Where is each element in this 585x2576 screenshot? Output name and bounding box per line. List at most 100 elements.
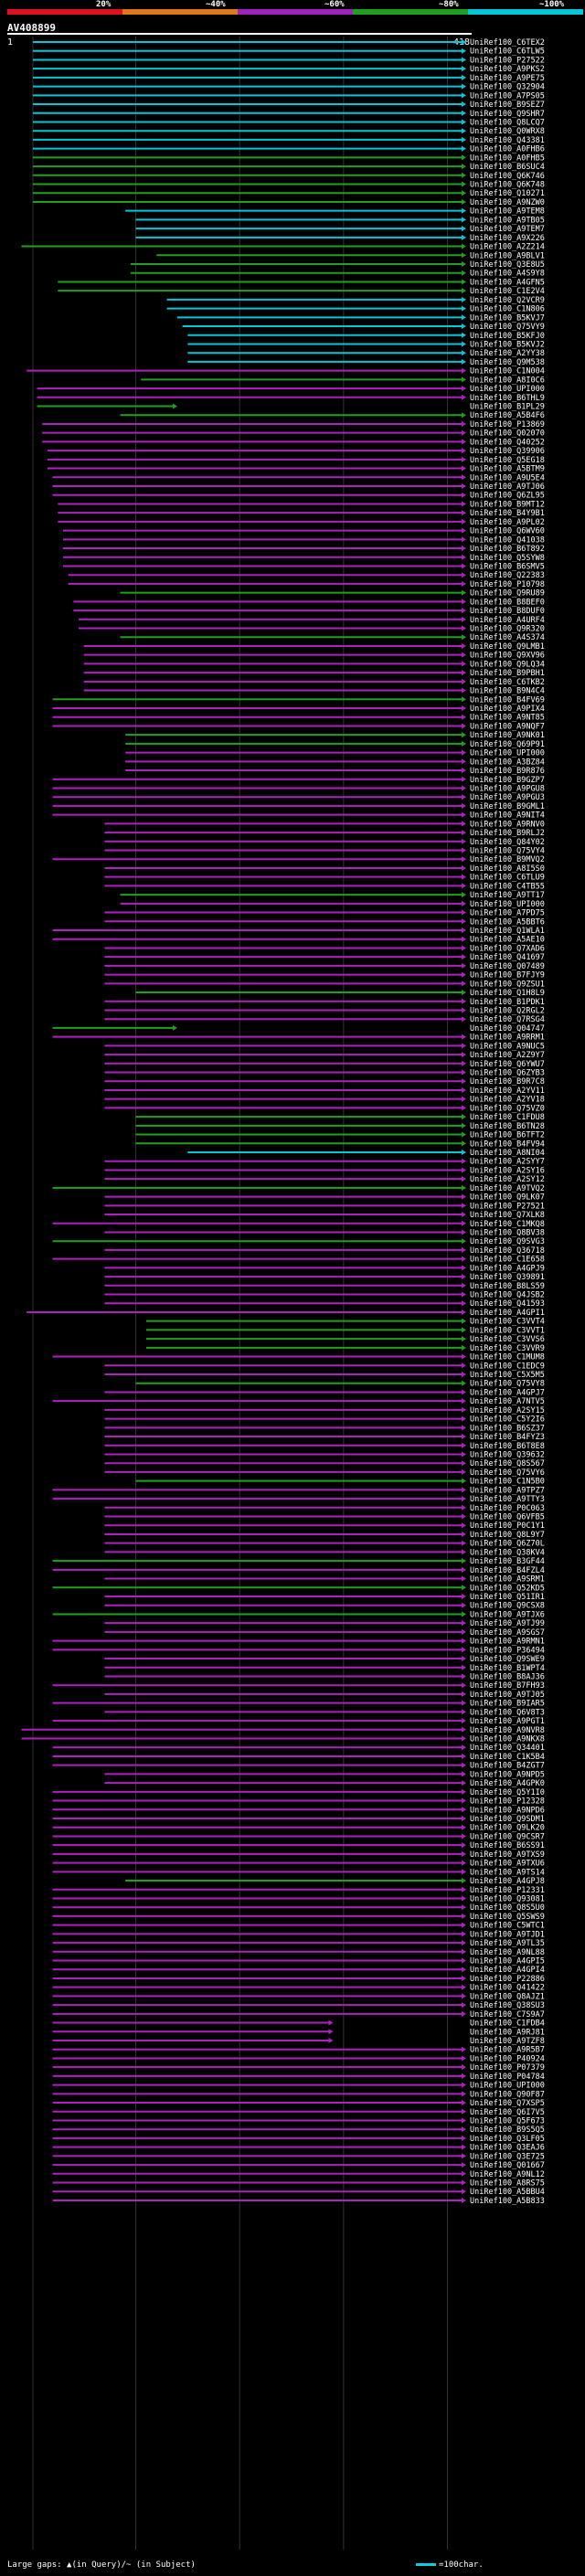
hit-label[interactable]: UniRef100_A5BTM9 [470, 465, 545, 474]
hit-label[interactable]: UniRef100_Q9SHR7 [470, 110, 545, 119]
hit-label[interactable]: UniRef100_A9NUC5 [470, 1042, 545, 1051]
hit-label[interactable]: UniRef100_B8BEF0 [470, 598, 545, 607]
hit-label[interactable]: UniRef100_B8AJ36 [470, 1672, 545, 1681]
hit-label[interactable]: UniRef100_Q5SWS9 [470, 1913, 545, 1922]
hit-label[interactable]: UniRef100_Q6VFB5 [470, 1513, 545, 1522]
hit-label[interactable]: UniRef100_B9PBH1 [470, 669, 545, 678]
hit-label[interactable]: UniRef100_B9RLJ2 [470, 829, 545, 838]
hit-label[interactable]: UniRef100_A4GPJ8 [470, 1877, 545, 1886]
hit-label[interactable]: UniRef100_B9SEZ7 [470, 101, 545, 110]
hit-label[interactable]: UniRef100_Q93081 [470, 1894, 545, 1903]
hit-label[interactable]: UniRef100_A9RRM1 [470, 1034, 545, 1043]
hit-label[interactable]: UniRef100_B5KVJ2 [470, 340, 545, 349]
hit-label[interactable]: UniRef100_Q40252 [470, 438, 545, 447]
hit-label[interactable]: UniRef100_B9MT12 [470, 500, 545, 509]
hit-label[interactable]: UniRef100_Q90F87 [470, 2090, 545, 2099]
hit-label[interactable]: UniRef100_C1MUM8 [470, 1353, 545, 1362]
hit-label[interactable]: UniRef100_B4FYZ3 [470, 1433, 545, 1442]
hit-label[interactable]: UniRef100_A5AE10 [470, 936, 545, 945]
hit-label[interactable]: UniRef100_Q6ZL95 [470, 492, 545, 501]
hit-label[interactable]: UniRef100_A2Z9Y7 [470, 1051, 545, 1060]
hit-label[interactable]: UniRef100_Q2VCR9 [470, 296, 545, 305]
hit-label[interactable]: UniRef100_Q9LQ34 [470, 660, 545, 669]
hit-label[interactable]: UniRef100_A9PGU8 [470, 784, 545, 793]
hit-label[interactable]: UniRef100_B9IAR5 [470, 1700, 545, 1709]
hit-label[interactable]: UniRef100_B6TN28 [470, 1122, 545, 1131]
hit-label[interactable]: UniRef100_B6T892 [470, 545, 545, 554]
hit-label[interactable]: UniRef100_Q3E8U5 [470, 260, 545, 270]
hit-label[interactable]: UniRef100_C1E658 [470, 1256, 545, 1265]
hit-label[interactable]: UniRef100_C1FDU8 [470, 1113, 545, 1122]
hit-label[interactable]: UniRef100_UPI000 [470, 749, 545, 758]
hit-label[interactable]: UniRef100_A9TL35 [470, 1939, 545, 1948]
hit-label[interactable]: UniRef100_Q51IR1 [470, 1593, 545, 1602]
hit-label[interactable]: UniRef100_A9NK01 [470, 731, 545, 740]
hit-label[interactable]: UniRef100_P22886 [470, 1975, 545, 1984]
hit-label[interactable]: UniRef100_Q8L9Y7 [470, 1531, 545, 1540]
hit-label[interactable]: UniRef100_A5B4F6 [470, 411, 545, 420]
hit-label[interactable]: UniRef100_Q36718 [470, 1246, 545, 1256]
hit-label[interactable]: UniRef100_B6SS91 [470, 1841, 545, 1850]
hit-label[interactable]: UniRef100_A9PGT1 [470, 1717, 545, 1726]
hit-label[interactable]: UniRef100_B7FH93 [470, 1681, 545, 1691]
hit-label[interactable]: UniRef100_A9NL12 [470, 2170, 545, 2179]
hit-label[interactable]: UniRef100_A9X226 [470, 234, 545, 243]
hit-label[interactable]: UniRef100_A9U5E4 [470, 473, 545, 482]
hit-label[interactable]: UniRef100_B1PL29 [470, 403, 545, 412]
hit-label[interactable]: UniRef100_Q02070 [470, 429, 545, 439]
hit-label[interactable]: UniRef100_Q6V8T3 [470, 1708, 545, 1717]
hit-label[interactable]: UniRef100_Q6Z70L [470, 1540, 545, 1549]
hit-label[interactable]: UniRef100_A8RS75 [470, 2179, 545, 2189]
hit-label[interactable]: UniRef100_B1PDK1 [470, 998, 545, 1007]
hit-label[interactable]: UniRef100_Q9RU89 [470, 589, 545, 599]
hit-label[interactable]: UniRef100_Q01667 [470, 2161, 545, 2170]
hit-label[interactable]: UniRef100_A9TEM7 [470, 225, 545, 234]
hit-label[interactable]: UniRef100_P10798 [470, 580, 545, 589]
hit-label[interactable]: UniRef100_Q1H8L9 [470, 989, 545, 998]
hit-label[interactable]: UniRef100_Q8AJZ1 [470, 1992, 545, 2001]
hit-label[interactable]: UniRef100_A9NPD6 [470, 1806, 545, 1815]
hit-label[interactable]: UniRef100_Q9SDM1 [470, 1815, 545, 1824]
hit-label[interactable]: UniRef100_P0C1Y1 [470, 1521, 545, 1531]
hit-label[interactable]: UniRef100_A4URF4 [470, 616, 545, 625]
hit-label[interactable]: UniRef100_Q41422 [470, 1984, 545, 1993]
hit-label[interactable]: UniRef100_Q34401 [470, 1744, 545, 1753]
hit-label[interactable]: UniRef100_B6SUC4 [470, 163, 545, 172]
hit-label[interactable]: UniRef100_Q7XAD6 [470, 944, 545, 953]
hit-label[interactable]: UniRef100_Q6ZYB3 [470, 1069, 545, 1078]
hit-label[interactable]: UniRef100_A9TB05 [470, 216, 545, 225]
hit-label[interactable]: UniRef100_B4FZL4 [470, 1566, 545, 1575]
hit-label[interactable]: UniRef100_B3GF44 [470, 1557, 545, 1566]
hit-label[interactable]: UniRef100_A3BZ84 [470, 758, 545, 767]
hit-label[interactable]: UniRef100_P36494 [470, 1646, 545, 1655]
hit-label[interactable]: UniRef100_B4FV69 [470, 695, 545, 705]
hit-label[interactable]: UniRef100_P0C063 [470, 1504, 545, 1513]
hit-label[interactable]: UniRef100_Q39906 [470, 447, 545, 456]
hit-label[interactable]: UniRef100_Q6YWU7 [470, 1060, 545, 1069]
hit-label[interactable]: UniRef100_Q9R320 [470, 625, 545, 634]
hit-label[interactable]: UniRef100_Q75VY6 [470, 1468, 545, 1478]
hit-label[interactable]: UniRef100_Q9LK07 [470, 1193, 545, 1203]
hit-label[interactable]: UniRef100_B5KVJ7 [470, 313, 545, 323]
hit-label[interactable]: UniRef100_B6TFT2 [470, 1131, 545, 1140]
hit-label[interactable]: UniRef100_A2SYY7 [470, 1158, 545, 1167]
hit-label[interactable]: UniRef100_A4S9Y8 [470, 270, 545, 279]
hit-label[interactable]: UniRef100_Q9SWE9 [470, 1655, 545, 1664]
hit-label[interactable]: UniRef100_C6TLW5 [470, 48, 545, 57]
hit-label[interactable]: UniRef100_B6SZ37 [470, 1424, 545, 1433]
hit-label[interactable]: UniRef100_A9TTY3 [470, 1495, 545, 1504]
hit-label[interactable]: UniRef100_Q75VY8 [470, 1380, 545, 1389]
hit-label[interactable]: UniRef100_A9TJ99 [470, 1619, 545, 1628]
hit-label[interactable]: UniRef100_A2YV18 [470, 1096, 545, 1105]
hit-label[interactable]: UniRef100_B6T8E8 [470, 1442, 545, 1451]
hit-label[interactable]: UniRef100_B6SMV5 [470, 562, 545, 571]
hit-label[interactable]: UniRef100_B4ZGT7 [470, 1762, 545, 1771]
hit-label[interactable]: UniRef100_A2YY38 [470, 349, 545, 358]
hit-label[interactable]: UniRef100_B9GZP7 [470, 776, 545, 785]
hit-label[interactable]: UniRef100_Q9LK20 [470, 1824, 545, 1833]
hit-label[interactable]: UniRef100_C1N5B0 [470, 1478, 545, 1487]
hit-label[interactable]: UniRef100_Q9SVG3 [470, 1237, 545, 1246]
hit-label[interactable]: UniRef100_C1E2V4 [470, 287, 545, 296]
hit-label[interactable]: UniRef100_Q41593 [470, 1299, 545, 1309]
hit-label[interactable]: UniRef100_Q75VY9 [470, 323, 545, 332]
